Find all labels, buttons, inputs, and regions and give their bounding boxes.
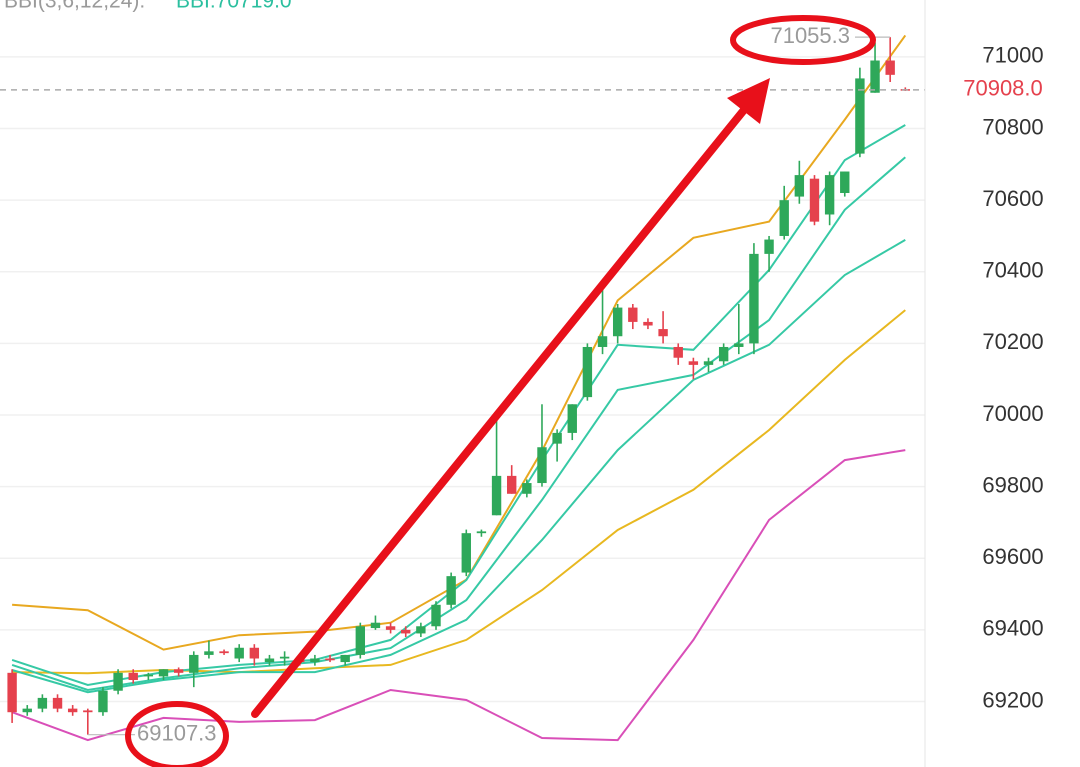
y-tick-label: 70800 — [982, 114, 1043, 139]
indicator-name: BBI(3,6,12,24): — [4, 0, 145, 13]
candle-body — [83, 710, 93, 713]
candle-body — [491, 475, 502, 516]
candle-body — [52, 697, 63, 709]
high-label: 71055.3 — [770, 23, 850, 48]
y-tick-label: 70600 — [982, 186, 1043, 211]
candle-body — [279, 656, 290, 659]
candle-body — [234, 647, 244, 659]
candle-body — [673, 346, 683, 358]
y-tick-label: 70000 — [982, 401, 1043, 426]
candle-body — [809, 178, 820, 222]
candle-body — [840, 171, 850, 194]
candle-body — [143, 674, 154, 677]
grid — [0, 56, 925, 703]
indicator-line — [11, 449, 906, 742]
y-tick-label: 69400 — [982, 616, 1043, 641]
y-tick-label: 71000 — [982, 43, 1043, 68]
last-price-box — [930, 74, 1078, 105]
candle-body — [67, 708, 78, 713]
candle-body — [173, 669, 184, 673]
candle-body — [764, 239, 774, 254]
candle-body — [340, 654, 350, 663]
candle-body — [264, 658, 275, 663]
candle-body — [401, 629, 411, 634]
y-tick-label: 69200 — [982, 687, 1043, 712]
candle-body — [370, 622, 381, 629]
candle-body — [870, 60, 880, 93]
candle-body — [431, 604, 441, 627]
candle-body — [582, 346, 593, 398]
y-tick-label: 69600 — [982, 544, 1043, 569]
candle-body — [779, 200, 789, 236]
candle-body — [128, 672, 138, 680]
candle-body — [824, 175, 835, 215]
candle-body — [476, 531, 487, 534]
annotations: 71055.3 69107.3 — [0, 23, 925, 745]
candle-body — [612, 307, 623, 337]
candle-body — [446, 576, 456, 605]
candle-body — [628, 307, 638, 322]
candle-body — [718, 346, 729, 362]
candle-body — [7, 672, 17, 713]
candle-body — [355, 626, 366, 655]
low-label: 69107.3 — [137, 720, 217, 745]
high-circle — [730, 15, 876, 65]
candles — [7, 37, 911, 735]
indicator-line — [11, 124, 906, 687]
indicator-value: BBI:70719.0 — [176, 0, 292, 13]
candle-body — [37, 697, 48, 709]
last-price-label: 70908.0 — [963, 76, 1043, 101]
candle-body — [643, 321, 653, 326]
candle-body — [22, 708, 32, 713]
candle-body — [325, 658, 335, 661]
indicator-line — [12, 309, 906, 675]
candle-body — [98, 690, 108, 713]
candle-body — [597, 336, 608, 347]
candle-body — [885, 60, 895, 75]
candle-body — [310, 658, 320, 663]
indicator-lines — [11, 34, 907, 742]
candle-body — [189, 654, 199, 673]
candle-body — [703, 361, 714, 365]
arrow-head — [727, 78, 770, 124]
candle-body — [567, 404, 577, 433]
candle-body — [855, 78, 865, 154]
arrow-shaft — [251, 101, 752, 718]
arrow — [251, 78, 770, 718]
low-circle — [125, 701, 229, 767]
candle-body — [734, 343, 744, 347]
candle-body — [204, 651, 214, 655]
candle-body — [249, 647, 260, 659]
candle-body — [113, 672, 123, 691]
candle-body — [416, 626, 426, 634]
indicator-line — [11, 239, 906, 694]
candle-body — [158, 669, 169, 677]
indicator-line — [11, 156, 906, 692]
candle-body — [749, 253, 759, 344]
candle-body — [461, 533, 471, 573]
candle-body — [385, 626, 396, 630]
candle-body — [219, 651, 229, 654]
candle-body — [688, 361, 699, 365]
candle-body — [537, 447, 547, 484]
y-tick-label: 70200 — [982, 329, 1043, 354]
y-tick-label: 70400 — [982, 258, 1043, 283]
candle-body — [658, 329, 668, 337]
candle-body — [507, 475, 517, 494]
candle-body — [552, 432, 562, 444]
y-tick-label: 69800 — [982, 472, 1043, 497]
candle-body — [794, 175, 805, 197]
candle-body — [522, 483, 532, 494]
